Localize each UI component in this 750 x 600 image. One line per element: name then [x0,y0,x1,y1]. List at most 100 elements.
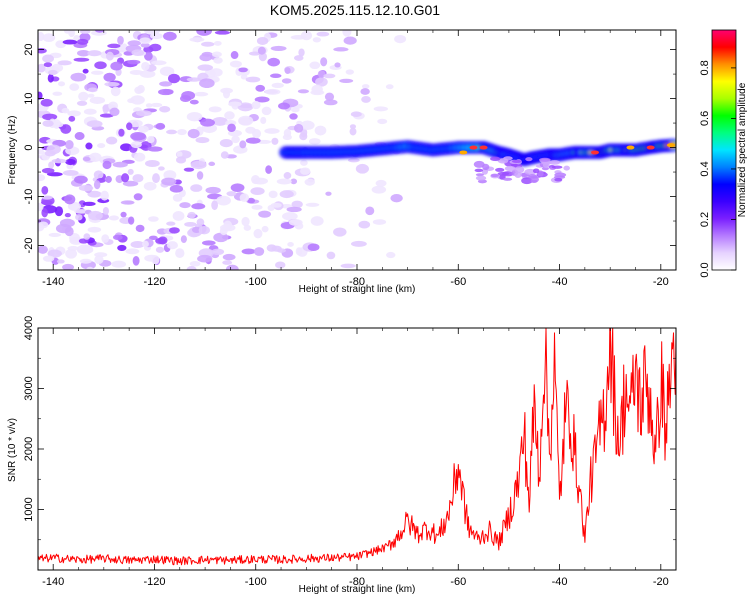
noise-blob [222,260,233,265]
noise-blob [323,99,338,106]
noise-blob [288,219,303,226]
noise-blob [69,232,80,243]
noise-blob [180,235,187,244]
noise-blob [201,41,215,47]
noise-blob [158,88,174,96]
x-tick-label: -60 [450,576,466,588]
noise-blob [100,190,109,201]
noise-blob [290,178,298,185]
snr-y-axis-label: SNR (10 * v/v) [7,418,18,482]
noise-blob [132,174,144,183]
band-hotspot [666,143,675,148]
noise-blob [193,91,209,97]
band-fringe [497,171,510,176]
band-fringe [521,177,533,185]
noise-blob [121,173,130,183]
band-fringe [474,168,484,173]
noise-blob [47,249,62,258]
noise-blob [135,110,152,117]
noise-blob [131,49,145,57]
noise-blob [365,206,375,216]
band-hotspot [646,145,655,150]
noise-blob [88,152,102,163]
noise-blob [61,107,70,114]
noise-blob [320,57,328,67]
noise-blob [264,128,280,134]
noise-blob [82,156,91,162]
noise-blob [110,86,121,97]
noise-blob [264,88,281,95]
noise-blob [316,31,330,37]
colorbar-tick-label: 0.4 [699,161,711,176]
x-tick-label: -140 [42,576,64,588]
band-fringe [539,157,551,162]
noise-blob [372,219,387,225]
noise-blob [286,206,302,213]
spectrogram-noise-region [38,30,407,270]
noise-blob [281,78,292,84]
band-fringe [554,172,567,178]
noise-blob [268,190,278,199]
noise-blob [62,39,78,45]
noise-blob [220,151,229,159]
noise-blob [70,72,87,82]
noise-blob [41,195,53,200]
noise-blob [186,111,203,122]
colorbar-label: Normalized spectral amplitude [737,82,748,217]
band-fringe [475,175,487,181]
noise-blob [279,190,294,199]
band-fringe [530,176,539,183]
noise-blob [283,128,292,138]
noise-blob [195,137,210,144]
noise-blob [42,120,54,127]
noise-blob [139,70,156,78]
x-tick-label: -80 [349,276,365,288]
noise-blob [83,233,91,240]
noise-blob [255,84,266,92]
y-tick-label: 10 [23,92,35,104]
noise-blob [59,218,75,228]
noise-blob [283,172,292,180]
noise-blob [149,43,162,52]
noise-blob [141,61,150,71]
noise-blob [148,216,159,222]
noise-blob [76,100,88,106]
spectrogram-x-ticks: -140 -120 -100 -80 -60 -40 -20 [42,30,669,288]
noise-blob [142,240,149,248]
band-fringe [532,168,540,174]
noise-blob [189,261,201,267]
colorbar-frame [711,29,737,271]
noise-blob [222,253,236,261]
noise-blob [349,124,357,129]
band-fringe [473,160,485,168]
noise-blob [130,95,145,105]
noise-blob [237,102,254,112]
noise-blob [63,30,71,34]
noise-blob [145,159,160,168]
noise-blob [209,68,223,77]
noise-blob [159,81,173,87]
noise-blob [305,202,320,207]
snr-plot-area [38,328,676,570]
noise-blob [109,107,120,117]
noise-blob [90,70,104,75]
band-fringe [563,165,570,171]
noise-blob [93,170,104,180]
noise-blob [129,69,144,75]
noise-blob [251,101,261,110]
noise-blob [271,82,284,88]
noise-blob [375,179,387,187]
noise-blob [133,193,143,201]
noise-blob [360,88,370,95]
noise-blob [386,251,396,259]
noise-blob [94,61,107,70]
noise-blob [260,116,267,125]
noise-blob [371,185,387,194]
noise-blob [139,37,152,44]
noise-blob [226,191,237,197]
noise-blob [350,111,362,117]
noise-blob [250,187,265,195]
noise-blob [228,101,242,107]
noise-blob [205,186,221,194]
